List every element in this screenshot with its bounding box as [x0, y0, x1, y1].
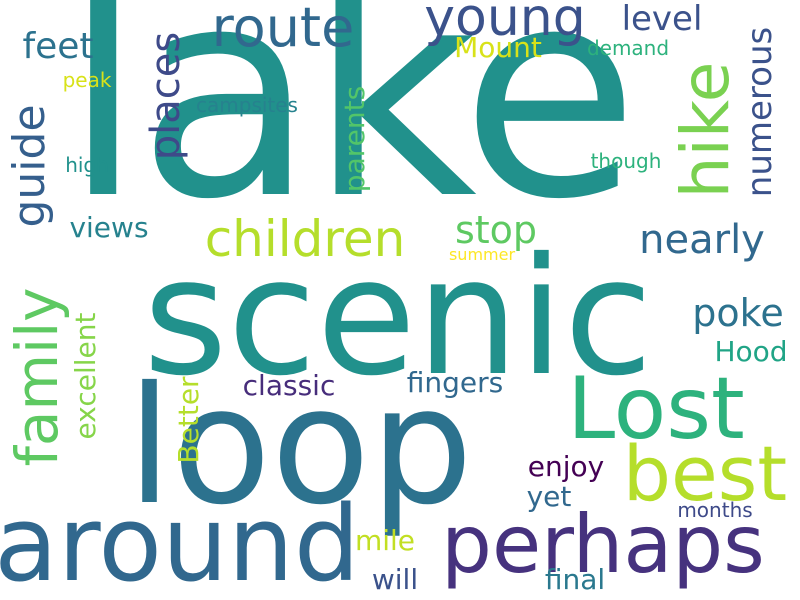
word-hike: hike [667, 61, 744, 199]
word-though: though [590, 149, 662, 173]
word-lake: lake [62, 0, 639, 263]
word-peak: peak [62, 68, 112, 92]
word-route: route [211, 0, 355, 59]
word-will: will [371, 563, 419, 596]
word-places: places [143, 31, 189, 161]
word-final: final [544, 563, 606, 596]
word-feet: feet [22, 26, 94, 67]
word-yet: yet [526, 480, 572, 513]
word-scenic: scenic [143, 224, 653, 412]
word-perhaps: perhaps [441, 498, 765, 591]
word-poke: poke [692, 291, 784, 335]
word-views: views [69, 211, 149, 244]
word-enjoy: enjoy [527, 450, 605, 483]
word-mile: mile [354, 524, 416, 557]
word-around: around [0, 483, 360, 600]
word-family: family [3, 287, 71, 467]
word-guide: guide [4, 104, 55, 228]
word-hood: Hood [714, 335, 788, 368]
word-better: Better [172, 376, 205, 464]
word-stop: stop [454, 208, 538, 252]
word-numerous: numerous [740, 26, 780, 198]
word-demand: demand [586, 36, 670, 60]
word-level: level [621, 0, 703, 39]
word-classic: classic [242, 369, 336, 402]
word-campsites: campsites [196, 93, 298, 117]
word-children: children [204, 210, 406, 268]
word-mount: Mount [454, 31, 542, 64]
word-fingers: fingers [406, 366, 504, 399]
word-young: young [424, 0, 586, 48]
word-high: high [65, 153, 109, 177]
word-lost: Lost [567, 359, 745, 459]
word-summer: summer [448, 245, 516, 264]
word-loop: loop [126, 353, 474, 541]
word-excellent: excellent [69, 312, 102, 440]
word-parents: parents [338, 85, 371, 193]
word-best: best [622, 429, 788, 518]
word-nearly: nearly [639, 217, 765, 263]
word-months: months [677, 498, 753, 522]
